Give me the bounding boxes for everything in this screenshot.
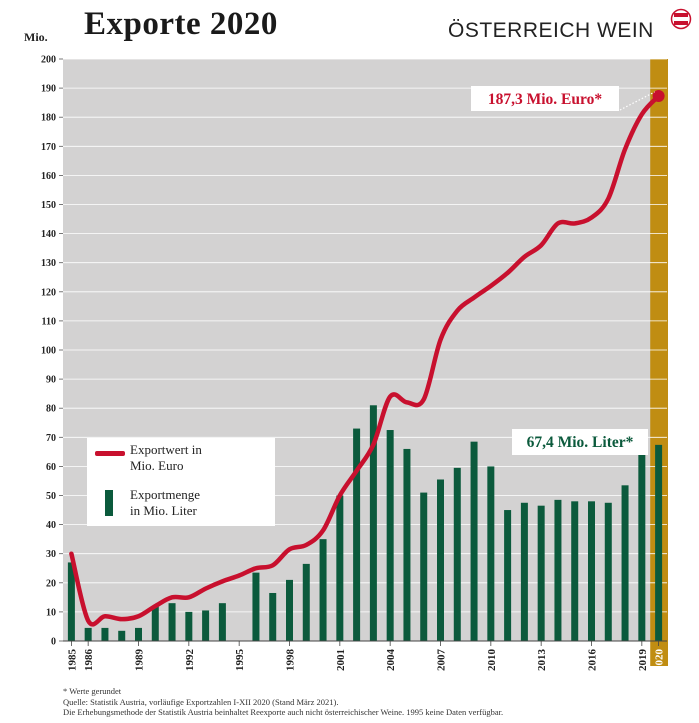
y-tick-label: 90 bbox=[46, 375, 56, 386]
y-tick-label: 60 bbox=[46, 462, 56, 473]
chart-title: Exporte 2020 bbox=[84, 6, 278, 42]
bar-2008 bbox=[453, 467, 461, 641]
y-tick-label: 30 bbox=[46, 549, 56, 560]
x-tick-label: 2004 bbox=[385, 649, 397, 672]
y-tick-label: 40 bbox=[46, 520, 56, 531]
bar-1991 bbox=[168, 603, 176, 641]
bar-1999 bbox=[302, 563, 310, 641]
x-tick-label: 2001 bbox=[335, 649, 347, 671]
bar-2004 bbox=[386, 430, 394, 641]
footnote-rounding: * Werte gerundet bbox=[63, 686, 122, 696]
bar-2014 bbox=[554, 499, 562, 641]
legend: Exportwert in Mio. Euro Exportmenge in Mio… bbox=[87, 438, 275, 526]
y-tick-label: 70 bbox=[46, 433, 56, 444]
callout-volume-box bbox=[512, 429, 648, 455]
bar-1989 bbox=[135, 627, 142, 641]
flag-stripe-bottom bbox=[674, 21, 688, 25]
x-tick-label: 1985 bbox=[66, 649, 78, 672]
bar-2020 bbox=[655, 444, 663, 641]
y-tick-label: 10 bbox=[46, 607, 56, 618]
bar-1985 bbox=[67, 562, 75, 641]
y-tick-label: 200 bbox=[41, 55, 56, 66]
x-tick-label: 1992 bbox=[184, 649, 196, 672]
callout-volume-text: 67,4 Mio. Liter* bbox=[527, 434, 634, 451]
bar-1997 bbox=[269, 592, 277, 641]
y-unit-label: Mio. bbox=[24, 30, 48, 44]
legend-line-swatch bbox=[95, 451, 125, 456]
bar-1986 bbox=[84, 627, 92, 641]
bar-2003 bbox=[369, 405, 377, 641]
bar-1996 bbox=[252, 572, 260, 641]
bar-1990 bbox=[151, 606, 159, 641]
y-tick-label: 180 bbox=[41, 113, 56, 124]
bar-2018 bbox=[621, 485, 629, 641]
y-tick-label: 130 bbox=[41, 258, 56, 269]
bar-2006 bbox=[420, 492, 428, 641]
x-tick-label: 2010 bbox=[486, 649, 498, 672]
bar-1998 bbox=[286, 579, 293, 641]
bar-1993 bbox=[202, 610, 210, 641]
bar-2009 bbox=[470, 441, 478, 641]
y-tick-label: 80 bbox=[46, 404, 56, 415]
x-tick-label: 1998 bbox=[285, 649, 297, 672]
bar-2000 bbox=[319, 539, 327, 641]
footnote-source: Quelle: Statistik Austria, vorläufige Ex… bbox=[63, 696, 339, 707]
highlight-band-2020 bbox=[650, 59, 668, 666]
bar-2012 bbox=[520, 502, 528, 641]
bar-1992 bbox=[185, 611, 193, 641]
bar-2010 bbox=[487, 466, 495, 641]
y-tick-label: 50 bbox=[46, 491, 56, 502]
y-tick-label: 20 bbox=[46, 578, 56, 589]
bar-1994 bbox=[218, 603, 226, 641]
bar-2002 bbox=[353, 428, 361, 641]
x-tick-label: 1989 bbox=[134, 649, 146, 672]
legend-bar-swatch bbox=[105, 490, 113, 516]
x-tick-label: 2013 bbox=[536, 649, 548, 672]
footnotes: * Werte gerundet Quelle: Statistik Austr… bbox=[63, 686, 503, 718]
bar-2005 bbox=[403, 448, 411, 641]
bar-2015 bbox=[571, 501, 579, 641]
callout-value-text: 187,3 Mio. Euro* bbox=[488, 91, 602, 108]
legend-line-label: Exportwert in Mio. Euro bbox=[130, 442, 202, 473]
y-tick-label: 120 bbox=[41, 287, 56, 298]
bar-2011 bbox=[504, 510, 512, 641]
footnote-method: Die Erhebungsmethode der Statistik Austr… bbox=[63, 707, 504, 717]
y-tick-label: 190 bbox=[41, 84, 56, 95]
x-tick-label: 2019 bbox=[637, 649, 649, 672]
bar-2007 bbox=[437, 479, 444, 641]
y-tick-label: 150 bbox=[41, 200, 56, 211]
callout-leader bbox=[619, 91, 655, 111]
bar-2001 bbox=[336, 495, 344, 641]
bar-2019 bbox=[638, 453, 646, 641]
y-tick-label: 140 bbox=[41, 229, 56, 240]
x-tick-label: 1986 bbox=[83, 649, 95, 672]
flag-stripe-top bbox=[674, 13, 688, 17]
y-tick-label: 170 bbox=[41, 142, 56, 153]
brand-text: ÖSTERREICH WEIN bbox=[448, 19, 654, 42]
y-tick-label: 160 bbox=[41, 171, 56, 182]
brand-logo: ÖSTERREICH WEIN bbox=[448, 19, 654, 43]
legend-bar-label: Exportmenge in Mio. Liter bbox=[130, 487, 201, 518]
x-tick-label: 2020 bbox=[654, 649, 666, 672]
y-tick-label: 100 bbox=[41, 346, 56, 357]
bar-2013 bbox=[537, 505, 545, 641]
value-point-2020 bbox=[652, 89, 665, 102]
bar-1988 bbox=[118, 630, 126, 641]
bar-2016 bbox=[588, 501, 595, 641]
bar-2017 bbox=[604, 502, 612, 641]
value-line bbox=[69, 93, 661, 627]
y-tick-label: 0 bbox=[51, 637, 56, 648]
bar-1987 bbox=[101, 627, 109, 641]
y-tick-label: 110 bbox=[42, 316, 56, 327]
x-tick-label: 2007 bbox=[436, 649, 448, 672]
x-tick-label: 1995 bbox=[234, 649, 246, 672]
callout-value-box bbox=[471, 86, 619, 111]
flag-icon bbox=[670, 8, 692, 30]
x-tick-label: 2016 bbox=[587, 649, 599, 672]
